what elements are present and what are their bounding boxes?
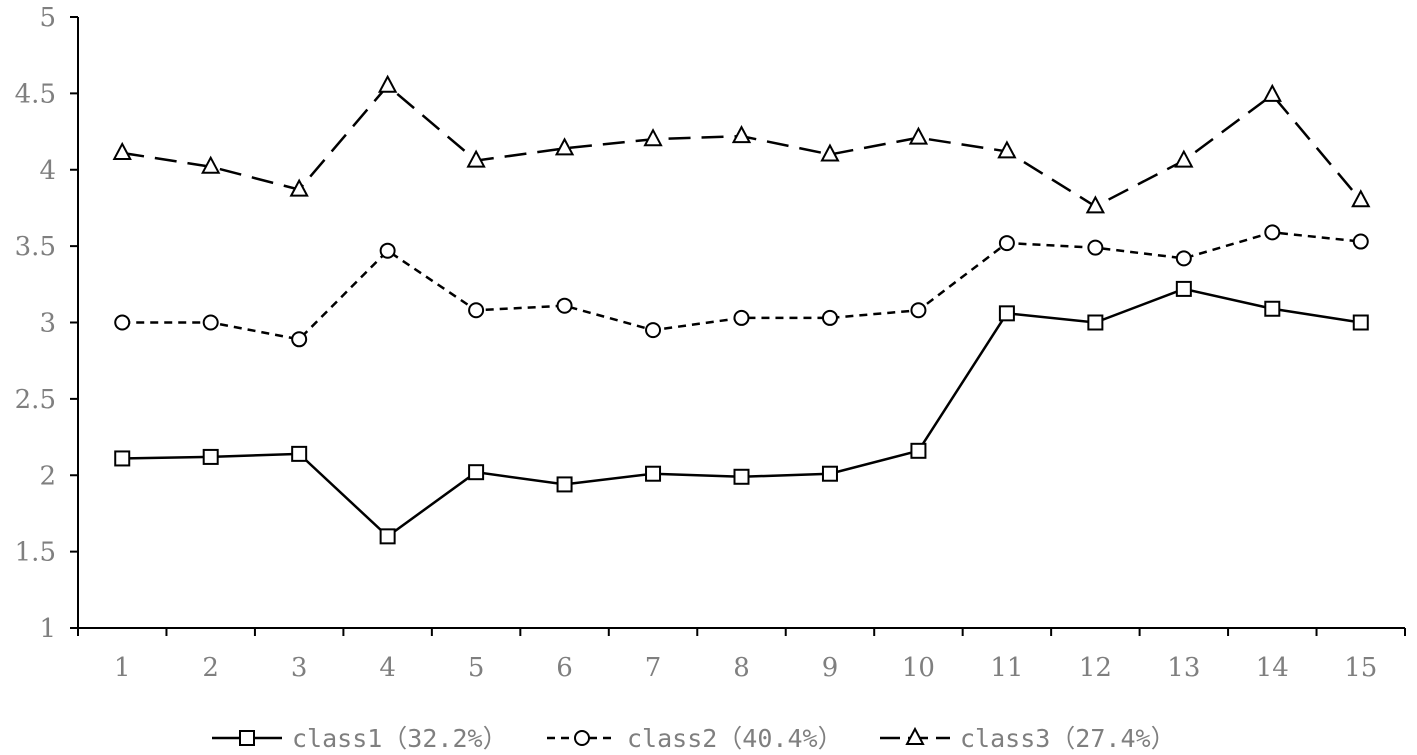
circle-marker — [645, 322, 662, 339]
y-tick-label: 2.5 — [15, 385, 56, 415]
y-tick-label: 3 — [39, 309, 56, 339]
triangle-marker — [112, 141, 132, 160]
x-tick-label: 4 — [379, 653, 396, 683]
legend-item: class1（32.2%） — [212, 724, 508, 753]
legend-item: class2（40.4%） — [547, 724, 843, 753]
square-marker — [1352, 314, 1369, 331]
circle-marker — [733, 309, 750, 326]
circle-marker — [1264, 224, 1281, 241]
x-tick-label: 3 — [291, 653, 308, 683]
triangle-marker — [377, 74, 398, 93]
legend: class1（32.2%） class2（40.4%） class3（27.4%） — [212, 724, 1176, 753]
x-tick-label: 9 — [822, 653, 839, 683]
triangle-marker — [289, 178, 309, 197]
y-tick-label: 3.5 — [15, 232, 56, 262]
square-marker — [1087, 314, 1104, 331]
square-marker — [291, 445, 308, 462]
triangle-marker — [997, 140, 1017, 159]
x-tick-label: 13 — [1167, 653, 1200, 683]
y-tick-label: 5 — [39, 3, 56, 33]
triangle-marker — [1174, 149, 1194, 168]
circle-marker — [379, 242, 396, 259]
legend-label: class3（27.4%） — [960, 724, 1176, 753]
square-marker — [1175, 280, 1192, 297]
y-tick-label: 4.5 — [15, 79, 56, 109]
square-marker — [468, 464, 485, 481]
square-marker — [998, 305, 1015, 322]
circle-marker — [1087, 239, 1104, 256]
square-marker — [645, 465, 662, 482]
circle-marker — [1175, 250, 1192, 267]
circle-marker — [468, 302, 485, 319]
square-marker — [114, 450, 131, 467]
square-marker — [239, 730, 255, 746]
square-marker — [379, 528, 396, 545]
axes: 11.522.533.544.551 2 3 4 5 6 7 8 9 10 11 12 13 14 15 — [15, 3, 1406, 683]
series-line — [122, 287, 1361, 538]
series-line — [122, 83, 1362, 208]
y-tick-label: 1 — [39, 614, 56, 644]
y-tick-label: 4 — [39, 156, 56, 186]
triangle-marker — [908, 126, 929, 145]
triangle-marker — [905, 726, 925, 745]
triangle-marker — [820, 143, 840, 162]
x-tick-label: 2 — [202, 653, 219, 683]
triangle-marker — [1351, 189, 1371, 208]
square-marker — [733, 468, 750, 485]
series-layer — [112, 74, 1371, 545]
x-tick-label: 5 — [468, 653, 485, 683]
x-tick-label: 10 — [902, 653, 935, 683]
circle-marker — [574, 730, 590, 746]
y-tick-label: 1.5 — [15, 538, 56, 568]
triangle-marker — [554, 137, 575, 156]
x-tick-label: 1 — [114, 653, 131, 683]
circle-marker — [998, 235, 1015, 252]
legend-label: class1（32.2%） — [292, 724, 508, 753]
circle-marker — [556, 297, 573, 314]
circle-marker — [910, 302, 927, 319]
triangle-marker — [731, 125, 752, 144]
circle-marker — [291, 331, 308, 348]
triangle-marker — [201, 155, 221, 174]
circle-marker — [1352, 233, 1369, 250]
series-2 — [114, 224, 1369, 348]
triangle-marker — [1085, 195, 1106, 214]
triangle-marker — [643, 128, 663, 147]
x-tick-label: 6 — [556, 653, 573, 683]
y-tick-label: 2 — [39, 461, 56, 491]
circle-marker — [202, 314, 219, 331]
x-tick-label: 7 — [645, 653, 662, 683]
x-tick-label: 12 — [1079, 653, 1112, 683]
square-marker — [556, 476, 573, 493]
triangle-marker — [1262, 83, 1282, 102]
circle-marker — [821, 309, 838, 326]
series-3 — [112, 74, 1371, 214]
x-tick-label: 8 — [733, 653, 750, 683]
legend-label: class2（40.4%） — [627, 724, 843, 753]
square-marker — [910, 442, 927, 459]
x-tick-label: 14 — [1256, 653, 1289, 683]
legend-item: class3（27.4%） — [880, 724, 1176, 753]
circle-marker — [114, 314, 131, 331]
triangle-marker — [466, 149, 486, 168]
x-tick-label: 15 — [1344, 653, 1377, 683]
x-tick-label: 11 — [990, 653, 1023, 683]
square-marker — [202, 448, 219, 465]
square-marker — [1264, 300, 1281, 317]
series-1 — [114, 280, 1369, 545]
square-marker — [821, 465, 838, 482]
